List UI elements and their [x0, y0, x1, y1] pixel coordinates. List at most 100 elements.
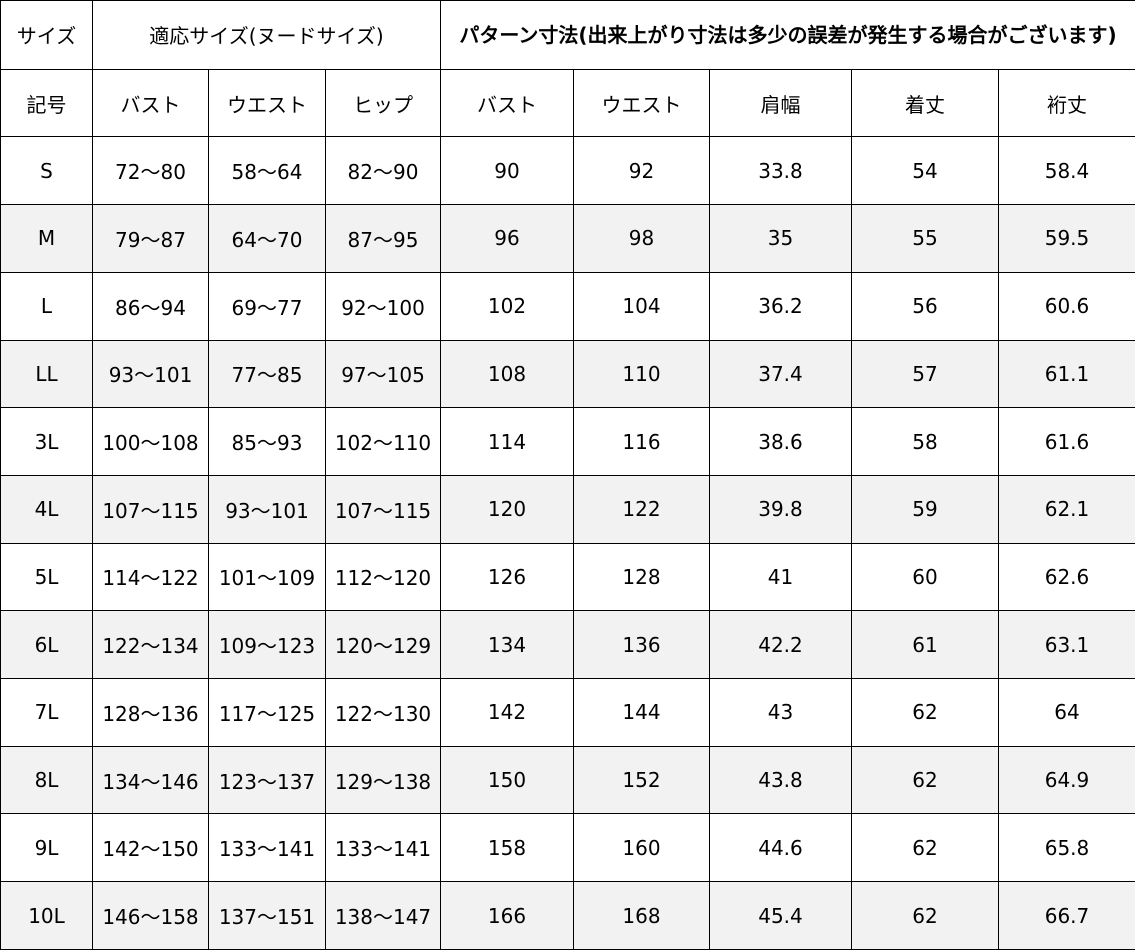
- cell-pattern-waist: 122: [573, 474, 710, 544]
- cell-pattern-waist: 128: [573, 542, 710, 612]
- cell-shoulder-width: 43: [709, 678, 852, 747]
- col-header-shoulder-width: 肩幅: [709, 68, 852, 138]
- cell-pattern-bust: 126: [440, 542, 574, 612]
- cell-fit-hip: 138～147: [325, 881, 441, 950]
- cell-pattern-bust: 142: [440, 678, 574, 747]
- cell-fit-bust: 107～115: [92, 474, 209, 544]
- cell-sleeve-length: 62.1: [998, 474, 1135, 544]
- cell-pattern-bust: 102: [440, 271, 574, 341]
- cell-fit-waist: 93～101: [208, 474, 326, 544]
- cell-length: 58: [851, 407, 999, 476]
- cell-shoulder-width: 38.6: [709, 407, 852, 476]
- cell-shoulder-width: 42.2: [709, 610, 852, 680]
- cell-size-symbol: LL: [0, 339, 93, 409]
- cell-sleeve-length: 60.6: [998, 271, 1135, 341]
- cell-sleeve-length: 61.6: [998, 407, 1135, 476]
- table-row: 3L 100～108 85～93 102～110 114 116 38.6 58 61.6: [0, 407, 1135, 476]
- cell-shoulder-width: 35: [709, 204, 852, 273]
- cell-length: 61: [851, 610, 999, 680]
- col-header-pattern-bust: バスト: [440, 68, 574, 138]
- cell-size-symbol: S: [0, 136, 93, 206]
- cell-pattern-bust: 134: [440, 610, 574, 680]
- table-row: S 72～80 58～64 82～90 90 92 33.8 54 58.4: [0, 136, 1135, 206]
- cell-fit-bust: 146～158: [92, 881, 209, 950]
- cell-shoulder-width: 44.6: [709, 813, 852, 883]
- header-size: サイズ: [0, 0, 93, 70]
- cell-length: 57: [851, 339, 999, 409]
- cell-fit-waist: 109～123: [208, 610, 326, 680]
- cell-pattern-bust: 90: [440, 136, 574, 206]
- cell-sleeve-length: 64.9: [998, 745, 1135, 815]
- cell-fit-waist: 137～151: [208, 881, 326, 950]
- cell-sleeve-length: 66.7: [998, 881, 1135, 950]
- cell-size-symbol: 9L: [0, 813, 93, 883]
- header-row-groups: サイズ 適応サイズ(ヌードサイズ) パターン寸法(出来上がり寸法は多少の誤差が発…: [0, 0, 1135, 70]
- cell-fit-hip: 122～130: [325, 678, 441, 747]
- cell-size-symbol: L: [0, 271, 93, 341]
- cell-fit-bust: 128～136: [92, 678, 209, 747]
- cell-length: 54: [851, 136, 999, 206]
- cell-size-symbol: 3L: [0, 407, 93, 476]
- cell-fit-waist: 77～85: [208, 339, 326, 409]
- header-row-columns: 記号 バスト ウエスト ヒップ バスト ウエスト 肩幅 着丈 裄丈: [0, 68, 1135, 138]
- cell-pattern-bust: 114: [440, 407, 574, 476]
- cell-fit-hip: 92～100: [325, 271, 441, 341]
- cell-length: 56: [851, 271, 999, 341]
- cell-sleeve-length: 62.6: [998, 542, 1135, 612]
- cell-pattern-bust: 166: [440, 881, 574, 950]
- cell-fit-hip: 107～115: [325, 474, 441, 544]
- cell-pattern-waist: 110: [573, 339, 710, 409]
- cell-fit-waist: 101～109: [208, 542, 326, 612]
- cell-pattern-waist: 104: [573, 271, 710, 341]
- table-row: 5L 114～122 101～109 112～120 126 128 41 60 62.6: [0, 542, 1135, 612]
- table-row: 7L 128～136 117～125 122～130 142 144 43 62 64: [0, 678, 1135, 747]
- cell-pattern-waist: 136: [573, 610, 710, 680]
- cell-length: 62: [851, 813, 999, 883]
- cell-fit-waist: 133～141: [208, 813, 326, 883]
- cell-shoulder-width: 43.8: [709, 745, 852, 815]
- cell-fit-waist: 58～64: [208, 136, 326, 206]
- cell-shoulder-width: 33.8: [709, 136, 852, 206]
- cell-fit-hip: 112～120: [325, 542, 441, 612]
- cell-length: 62: [851, 745, 999, 815]
- cell-fit-bust: 86～94: [92, 271, 209, 341]
- cell-fit-bust: 93～101: [92, 339, 209, 409]
- table-row: M 79～87 64～70 87～95 96 98 35 55 59.5: [0, 204, 1135, 273]
- cell-pattern-bust: 120: [440, 474, 574, 544]
- cell-shoulder-width: 39.8: [709, 474, 852, 544]
- cell-sleeve-length: 63.1: [998, 610, 1135, 680]
- cell-shoulder-width: 36.2: [709, 271, 852, 341]
- cell-pattern-waist: 98: [573, 204, 710, 273]
- cell-size-symbol: 6L: [0, 610, 93, 680]
- cell-pattern-waist: 160: [573, 813, 710, 883]
- cell-fit-bust: 100～108: [92, 407, 209, 476]
- cell-fit-waist: 85～93: [208, 407, 326, 476]
- cell-length: 55: [851, 204, 999, 273]
- col-header-fit-hip: ヒップ: [325, 68, 441, 138]
- header-pattern-size: パターン寸法(出来上がり寸法は多少の誤差が発生する場合がございます): [440, 0, 1135, 70]
- cell-size-symbol: 8L: [0, 745, 93, 815]
- table-row: 9L 142～150 133～141 133～141 158 160 44.6 62 65.8: [0, 813, 1135, 883]
- cell-fit-bust: 122～134: [92, 610, 209, 680]
- col-header-fit-bust: バスト: [92, 68, 209, 138]
- cell-pattern-waist: 152: [573, 745, 710, 815]
- cell-pattern-bust: 150: [440, 745, 574, 815]
- cell-fit-hip: 129～138: [325, 745, 441, 815]
- cell-length: 59: [851, 474, 999, 544]
- cell-shoulder-width: 37.4: [709, 339, 852, 409]
- table-row: 4L 107～115 93～101 107～115 120 122 39.8 59 62.1: [0, 474, 1135, 544]
- cell-fit-hip: 102～110: [325, 407, 441, 476]
- cell-pattern-waist: 92: [573, 136, 710, 206]
- cell-sleeve-length: 61.1: [998, 339, 1135, 409]
- table-row: 6L 122～134 109～123 120～129 134 136 42.2 61 63.1: [0, 610, 1135, 680]
- cell-fit-waist: 64～70: [208, 204, 326, 273]
- cell-sleeve-length: 59.5: [998, 204, 1135, 273]
- cell-shoulder-width: 41: [709, 542, 852, 612]
- header-fit-size: 適応サイズ(ヌードサイズ): [92, 0, 441, 70]
- cell-size-symbol: 7L: [0, 678, 93, 747]
- cell-fit-hip: 82～90: [325, 136, 441, 206]
- col-header-sleeve-length: 裄丈: [998, 68, 1135, 138]
- cell-size-symbol: M: [0, 204, 93, 273]
- col-header-fit-waist: ウエスト: [208, 68, 326, 138]
